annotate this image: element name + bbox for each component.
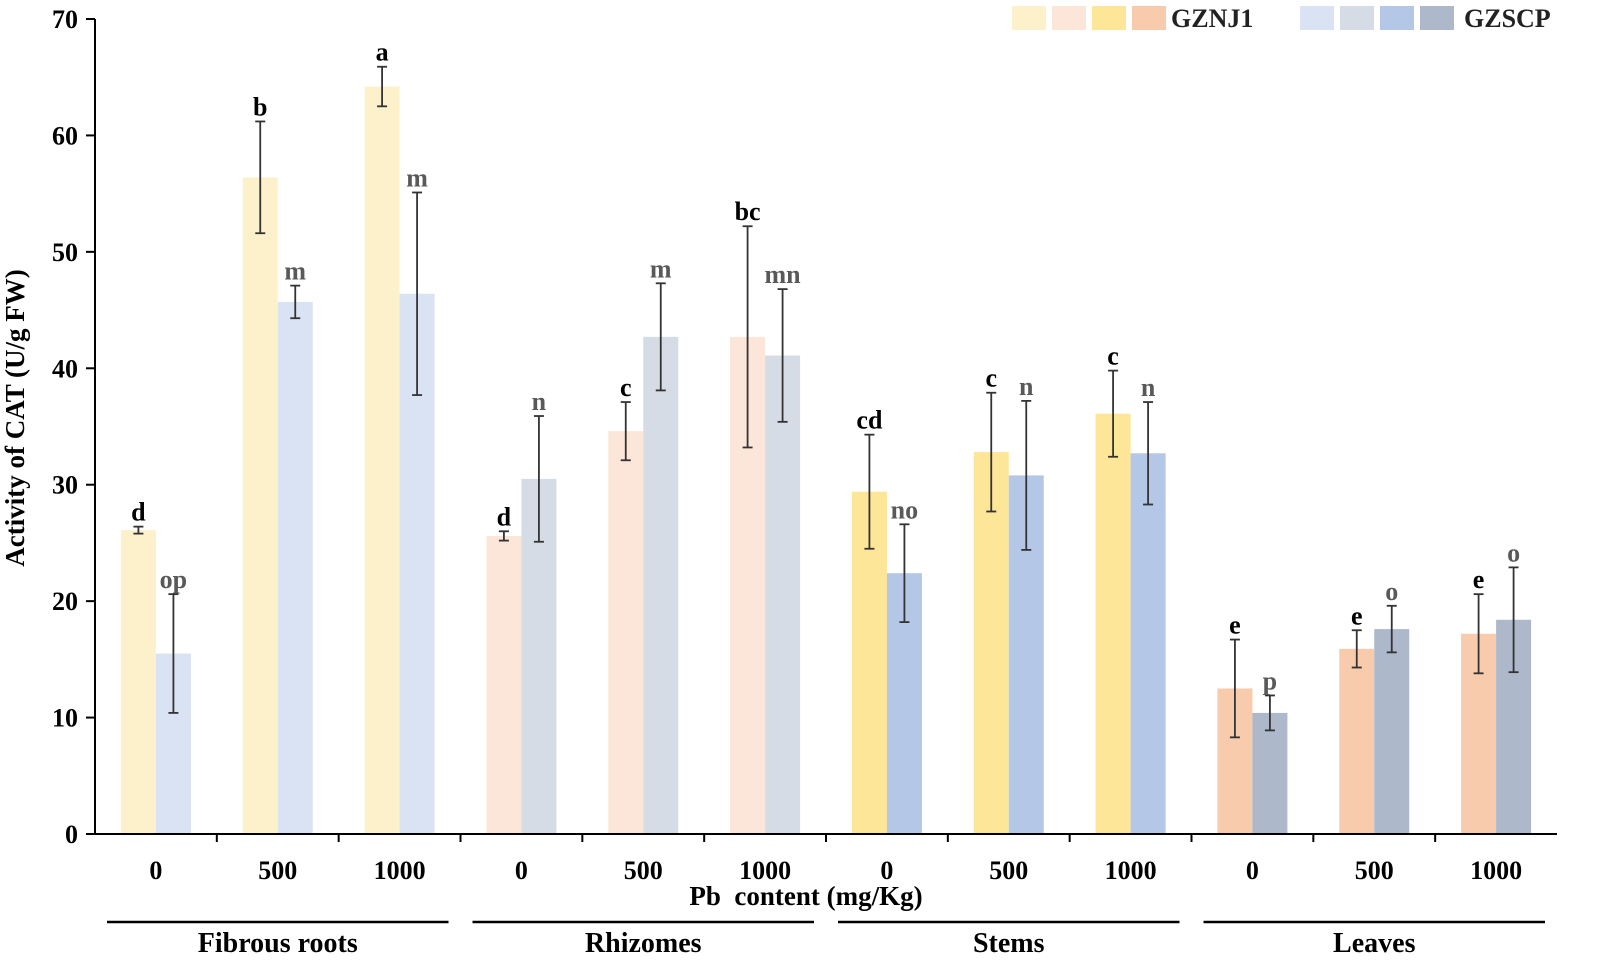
significance-letter: op (160, 565, 187, 594)
significance-letter: p (1263, 666, 1277, 695)
bar-rhizomes-gzscp-1000 (765, 355, 801, 834)
significance-letter: o (1507, 538, 1520, 567)
x-tick-label: 1000 (374, 856, 426, 885)
group-underlines: Fibrous roots Rhizomes Stems Leaves (107, 920, 1545, 959)
x-tick-label: 0 (1246, 856, 1259, 885)
y-tick-label: 10 (52, 704, 78, 733)
bar-stems-gzscp-1000 (1130, 453, 1166, 834)
y-tick-label: 60 (52, 121, 78, 150)
significance-letter: n (1019, 372, 1034, 401)
x-tick-label: 500 (624, 856, 663, 885)
significance-letter: no (891, 495, 918, 524)
legend-swatch-gznj1 (1132, 6, 1166, 30)
bar-stems-gznj1-1000 (1095, 413, 1131, 834)
x-tick-label: 500 (258, 856, 297, 885)
y-tick-label: 50 (52, 238, 78, 267)
legend: GZNJ1 GZSCP (1012, 4, 1551, 33)
group-label: Stems (973, 928, 1045, 959)
significance-letter: bc (735, 197, 761, 226)
legend-swatch-gznj1 (1092, 6, 1126, 30)
group-label: Fibrous roots (198, 928, 358, 959)
legend-label-gzscp: GZSCP (1464, 4, 1551, 33)
significance-letter: e (1351, 601, 1363, 630)
significance-letter: d (131, 498, 146, 527)
y-tick-label: 30 (52, 471, 78, 500)
significance-letter: e (1473, 565, 1485, 594)
significance-letter: m (284, 257, 306, 286)
legend-swatch-gzscp (1420, 6, 1454, 30)
legend-swatch-gzscp (1300, 6, 1334, 30)
bars-layer (120, 86, 1532, 835)
x-tick-label: 1000 (1105, 856, 1157, 885)
bar-stems-gznj1-500 (973, 452, 1009, 834)
x-tick-label: 0 (880, 856, 893, 885)
bar-fibrous-roots-gznj1-500 (242, 177, 278, 835)
significance-letter: n (1141, 373, 1156, 402)
significance-letter: c (620, 373, 632, 402)
bar-rhizomes-gznj1-500 (608, 431, 644, 834)
x-tick-label: 0 (515, 856, 528, 885)
bar-leaves-gzscp-500 (1374, 629, 1410, 834)
legend-swatch-gzscp (1380, 6, 1414, 30)
x-tick-label: 500 (1355, 856, 1394, 885)
y-axis-title: Activity of CAT (U/g FW) (0, 269, 30, 566)
significance-letter: cd (856, 406, 883, 435)
x-axis-title: Pb content (mg/Kg) (689, 881, 922, 911)
bar-rhizomes-gzscp-500 (643, 336, 679, 834)
x-tick-label: 1000 (1470, 856, 1522, 885)
significance-letter: b (253, 92, 267, 121)
significance-letter: a (376, 38, 389, 67)
bar-leaves-gznj1-500 (1339, 648, 1375, 834)
significance-letter: m (406, 163, 428, 192)
legend-swatch-gznj1 (1052, 6, 1086, 30)
legend-swatches (1012, 6, 1454, 30)
group-label: Leaves (1333, 928, 1416, 959)
legend-swatch-gznj1 (1012, 6, 1046, 30)
x-tick-label: 500 (989, 856, 1028, 885)
bar-fibrous-roots-gznj1-1000 (364, 86, 400, 835)
significance-letter: m (650, 254, 672, 283)
significance-letter: c (985, 364, 997, 393)
bar-rhizomes-gznj1-0 (486, 535, 522, 834)
significance-letter: c (1107, 342, 1119, 371)
bar-fibrous-roots-gznj1-0 (120, 530, 156, 834)
bar-leaves-gzscp-0 (1252, 712, 1288, 834)
group-label: Rhizomes (585, 928, 702, 959)
legend-swatch-gzscp (1340, 6, 1374, 30)
significance-letter: n (532, 387, 547, 416)
legend-label-gznj1: GZNJ1 (1171, 4, 1253, 33)
y-tick-label: 20 (52, 587, 78, 616)
error-bars-layer (133, 65, 1519, 739)
y-tick-label: 40 (52, 354, 78, 383)
significance-letter: e (1229, 611, 1241, 640)
y-tick-label: 70 (52, 5, 78, 34)
x-ticks: 0 500 1000 0 500 1000 0 500 1000 0 500 1000 (149, 834, 1522, 885)
y-ticks: 0 10 20 30 40 50 60 70 (52, 5, 95, 849)
significance-letter: o (1385, 577, 1398, 606)
significance-letter: mn (765, 260, 802, 289)
x-tick-label: 0 (149, 856, 162, 885)
bar-fibrous-roots-gzscp-500 (277, 301, 313, 835)
x-tick-label: 1000 (739, 856, 791, 885)
y-tick-label: 0 (65, 820, 78, 849)
significance-letter: d (497, 502, 512, 531)
